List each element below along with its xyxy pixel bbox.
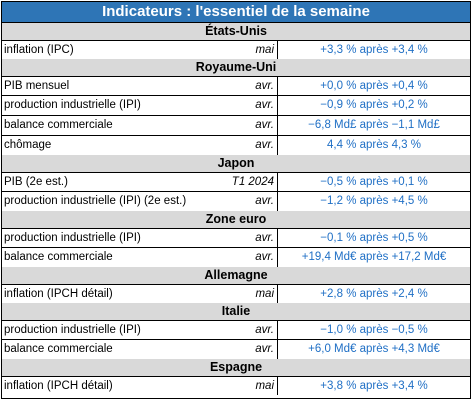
section-header: Italie	[2, 303, 470, 321]
indicator-period: avr.	[255, 119, 274, 131]
indicator-value: +6,0 Md€ après +4,3 Md€	[277, 340, 470, 359]
table-row: inflation (IPCH détail) mai +3,8 % après +…	[2, 377, 470, 395]
indicator-label: PIB (2e est.)	[4, 176, 68, 188]
table-row: production industrielle (IPI) (2e est.) a…	[2, 192, 470, 211]
indicator-label: inflation (IPCH détail)	[4, 380, 113, 392]
table-row: production industrielle (IPI) avr. −0,9 % …	[2, 96, 470, 116]
indicator-period: avr.	[255, 251, 274, 263]
indicator-value: 4,4 % après 4,3 %	[277, 136, 470, 155]
table-row: balance commerciale avr. +19,4 Md€ après +…	[2, 248, 470, 267]
section: États-Unis inflation (IPC) mai +3,3 % après…	[2, 23, 470, 59]
indicator-period: avr.	[255, 80, 274, 92]
indicator-value: −0,5 % après +0,1 %	[277, 173, 470, 191]
indicator-period: mai	[255, 380, 274, 392]
section-header: Royaume-Uni	[2, 59, 470, 77]
section: Allemagne inflation (IPCH détail) mai +2,8 …	[2, 267, 470, 303]
indicator-value: +3,8 % après +3,4 %	[277, 377, 470, 395]
indicator-period: mai	[255, 44, 274, 56]
indicator-period: T1 2024	[231, 176, 274, 188]
section: Zone euro production industrielle (IPI) av…	[2, 211, 470, 267]
indicator-period: avr.	[255, 195, 274, 207]
section-header: Zone euro	[2, 211, 470, 229]
section: Italie production industrielle (IPI) avr. −…	[2, 303, 470, 359]
indicator-period: avr.	[255, 324, 274, 336]
table-row: balance commerciale avr. −6,8 Md£ après −1…	[2, 116, 470, 136]
indicator-label: chômage	[4, 139, 52, 151]
sections-container: États-Unis inflation (IPC) mai +3,3 % après…	[2, 23, 470, 395]
indicator-value: +3,3 % après +3,4 %	[277, 41, 470, 59]
section: Espagne inflation (IPCH détail) mai +3,8 % …	[2, 359, 470, 395]
table-row: inflation (IPC) mai +3,3 % après +3,4 %	[2, 41, 470, 59]
indicator-value: −0,1 % après +0,5 %	[277, 229, 470, 247]
indicator-label: production industrielle (IPI) (2e est.)	[4, 195, 187, 207]
section-header: Japon	[2, 155, 470, 173]
table-row: balance commerciale avr. +6,0 Md€ après +4…	[2, 340, 470, 359]
indicator-label: balance commerciale	[4, 251, 113, 263]
indicator-label: balance commerciale	[4, 119, 113, 131]
indicator-period: avr.	[255, 343, 274, 355]
indicator-value: −0,9 % après +0,2 %	[277, 96, 470, 115]
indicator-value: +19,4 Md€ après +17,2 Md€	[277, 248, 470, 267]
table-row: inflation (IPCH détail) mai +2,8 % après +…	[2, 285, 470, 303]
section-header: États-Unis	[2, 23, 470, 41]
indicator-value: −1,2 % après +4,5 %	[277, 192, 470, 211]
section-header: Espagne	[2, 359, 470, 377]
indicator-value: +0,0 % après +0,4 %	[277, 77, 470, 95]
section-header: Allemagne	[2, 267, 470, 285]
indicator-value: −6,8 Md£ après −1,1 Md£	[277, 116, 470, 135]
indicator-period: avr.	[255, 139, 274, 151]
table-row: chômage avr. 4,4 % après 4,3 %	[2, 136, 470, 155]
section: Royaume-Uni PIB mensuel avr. +0,0 % après +…	[2, 59, 470, 155]
table-row: production industrielle (IPI) avr. −0,1 % …	[2, 229, 470, 248]
indicator-label: PIB mensuel	[4, 80, 70, 92]
section: Japon PIB (2e est.) T1 2024 −0,5 % après +0…	[2, 155, 470, 211]
indicator-label: inflation (IPCH détail)	[4, 288, 113, 300]
table-row: production industrielle (IPI) avr. −1,0 % …	[2, 321, 470, 340]
indicator-label: production industrielle (IPI)	[4, 324, 141, 336]
indicator-period: avr.	[255, 232, 274, 244]
indicator-period: avr.	[255, 99, 274, 111]
indicator-label: inflation (IPC)	[4, 44, 74, 56]
indicator-period: mai	[255, 288, 274, 300]
indicator-label: balance commerciale	[4, 343, 113, 355]
indicator-label: production industrielle (IPI)	[4, 232, 141, 244]
indicator-value: +2,8 % après +2,4 %	[277, 285, 470, 303]
table-title: Indicateurs : l'essentiel de la semaine	[2, 2, 470, 23]
table-row: PIB mensuel avr. +0,0 % après +0,4 %	[2, 77, 470, 96]
table-row: PIB (2e est.) T1 2024 −0,5 % après +0,1 %	[2, 173, 470, 192]
indicator-value: −1,0 % après −0,5 %	[277, 321, 470, 339]
indicator-label: production industrielle (IPI)	[4, 99, 141, 111]
